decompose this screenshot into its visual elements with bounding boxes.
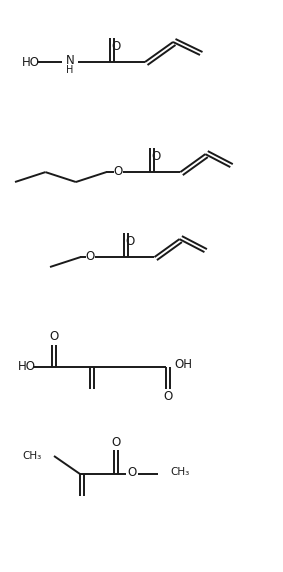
- Text: O: O: [86, 249, 95, 263]
- Text: OH: OH: [174, 359, 192, 371]
- Text: H: H: [66, 65, 74, 75]
- Text: CH₃: CH₃: [23, 451, 42, 461]
- Text: O: O: [127, 466, 137, 479]
- Text: HO: HO: [22, 55, 40, 69]
- Text: O: O: [152, 150, 161, 162]
- Text: O: O: [49, 331, 58, 344]
- Text: O: O: [114, 165, 123, 178]
- Text: O: O: [126, 235, 135, 248]
- Text: N: N: [66, 54, 74, 67]
- Text: O: O: [112, 39, 121, 53]
- Text: O: O: [163, 391, 172, 403]
- Text: HO: HO: [18, 360, 36, 374]
- Text: O: O: [111, 435, 120, 448]
- Text: CH₃: CH₃: [170, 467, 189, 477]
